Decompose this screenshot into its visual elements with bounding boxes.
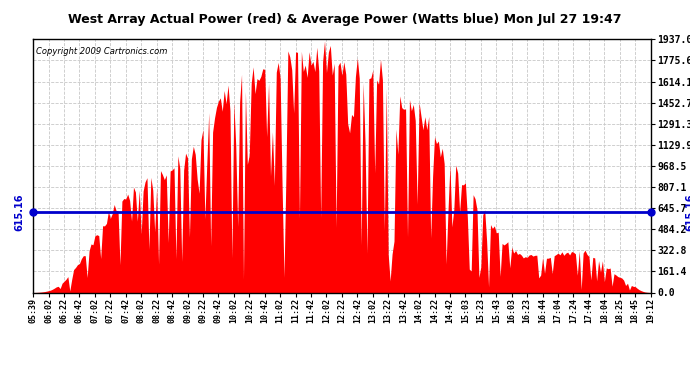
Text: 615.16: 615.16 (14, 194, 25, 231)
Text: West Array Actual Power (red) & Average Power (Watts blue) Mon Jul 27 19:47: West Array Actual Power (red) & Average … (68, 13, 622, 26)
Text: 615.16: 615.16 (686, 194, 690, 231)
Text: Copyright 2009 Cartronics.com: Copyright 2009 Cartronics.com (36, 47, 168, 56)
